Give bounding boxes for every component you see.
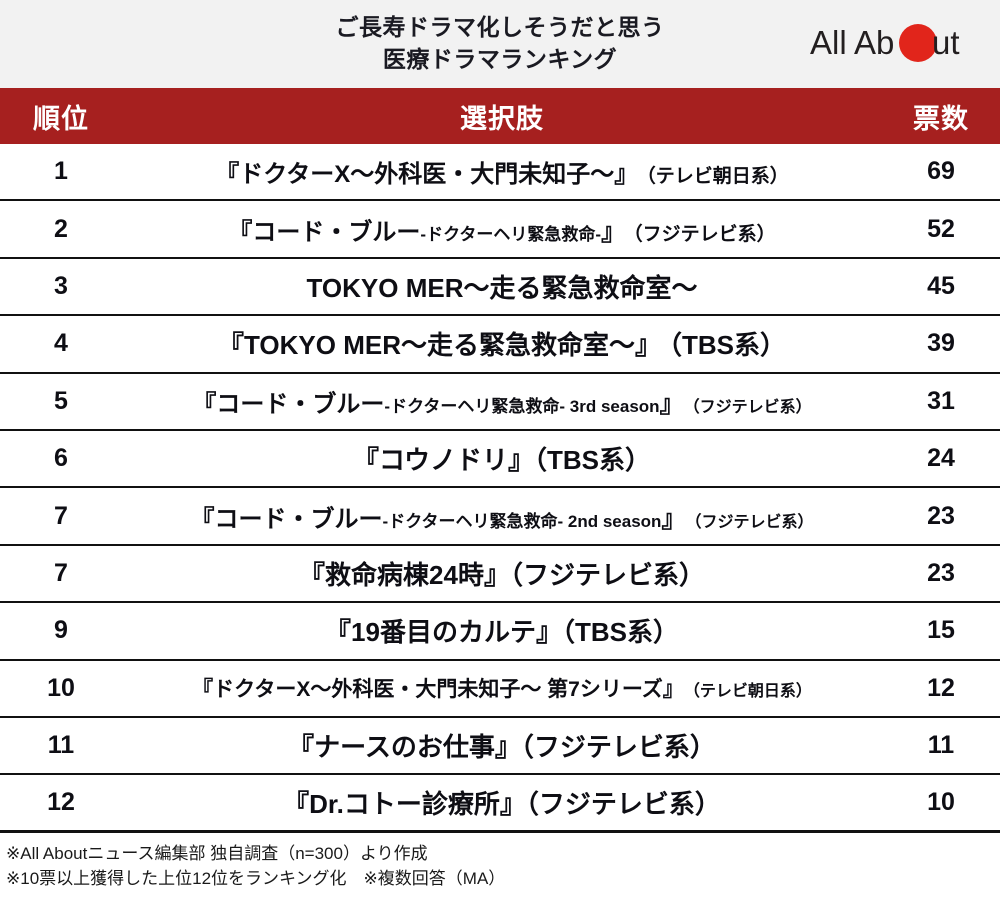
rank-cell: 7	[54, 501, 68, 530]
rank-cell: 11	[47, 731, 75, 760]
table-row: 2 『コード・ブルー-ドクターヘリ緊急救命-』 （フジテレビ系） 52	[0, 201, 1000, 259]
column-header-votes: 票数	[913, 103, 969, 134]
drama-subtitle: -ドクターヘリ緊急救命- 3rd season	[384, 396, 660, 416]
votes-cell: 11	[927, 731, 955, 760]
drama-title: 『ドクターX〜外科医・大門未知子〜 第7シリーズ』	[192, 678, 684, 702]
votes-cell: 52	[927, 214, 955, 243]
votes-cell: 23	[927, 558, 955, 587]
broadcast-network: （フジテレビ系）	[691, 398, 812, 416]
drama-title: 『コード・ブルー	[228, 218, 421, 246]
title-band: ご長寿ドラマ化しそうだと思う 医療ドラマランキング All Ab ut	[0, 0, 1000, 88]
column-header-choice: 選択肢	[460, 103, 544, 134]
choice-cell: 『コード・ブルー-ドクターヘリ緊急救命- 2nd season』 （フジテレビ系）	[122, 499, 882, 534]
choice-cell: 『ドクターX〜外科医・大門未知子〜 第7シリーズ』 （テレビ朝日系）	[122, 673, 882, 703]
votes-cell: 24	[927, 444, 955, 473]
drama-title: 『ドクターX〜外科医・大門未知子〜』	[215, 161, 639, 189]
table-row: 5 『コード・ブルー-ドクターヘリ緊急救命- 3rd season』 （フジテレビ系…	[0, 374, 1000, 431]
table-row: 4 『TOKYO MER〜走る緊急救命室〜』 （TBS系） 39	[0, 316, 1000, 374]
choice-cell: 『コード・ブルー-ドクターヘリ緊急救命-』 （フジテレビ系）	[122, 212, 882, 247]
all-about-logo-icon: All Ab ut	[810, 24, 960, 62]
drama-subtitle: -ドクターヘリ緊急救命- 2nd season	[382, 511, 662, 531]
drama-title: TOKYO MER〜走る緊急救命室〜	[306, 272, 698, 303]
votes-cell: 15	[927, 616, 955, 645]
choice-cell: 『救命病棟24時』（フジテレビ系）	[122, 555, 882, 592]
rank-cell: 1	[54, 157, 68, 186]
drama-title: 『救命病棟24時』（フジテレビ系）	[299, 559, 705, 590]
choice-cell: 『コウノドリ』（TBS系）	[122, 440, 882, 477]
rank-cell: 9	[54, 616, 68, 645]
choice-cell: 『コード・ブルー-ドクターヘリ緊急救命- 3rd season』 （フジテレビ系）	[122, 384, 882, 419]
page-title: ご長寿ドラマ化しそうだと思う 医療ドラマランキング	[335, 14, 665, 72]
drama-title: 『コウノドリ』（TBS系）	[353, 445, 651, 476]
table-row: 11 『ナースのお仕事』（フジテレビ系） 11	[0, 718, 1000, 776]
rank-cell: 2	[54, 214, 68, 243]
choice-cell: 『19番目のカルテ』（TBS系）	[122, 612, 882, 649]
svg-text:ut: ut	[932, 24, 960, 61]
table-row: 1 『ドクターX〜外科医・大門未知子〜』 （テレビ朝日系） 69	[0, 144, 1000, 202]
drama-subtitle: -ドクターヘリ緊急救命-	[420, 224, 602, 244]
choice-cell: 『TOKYO MER〜走る緊急救命室〜』 （TBS系）	[122, 325, 882, 362]
rank-cell: 5	[54, 386, 68, 415]
all-about-logo: All Ab ut	[810, 21, 986, 67]
votes-cell: 31	[927, 386, 955, 415]
broadcast-network: （フジテレビ系）	[693, 513, 814, 531]
broadcast-network: （フジテレビ系）	[633, 223, 776, 245]
column-header-rank: 順位	[33, 103, 89, 134]
choice-cell: 『ドクターX〜外科医・大門未知子〜』 （テレビ朝日系）	[122, 154, 882, 189]
drama-title: 『コード・ブルー	[192, 390, 385, 418]
votes-cell: 45	[927, 271, 955, 300]
table-row: 7 『救命病棟24時』（フジテレビ系） 23	[0, 546, 1000, 604]
rank-cell: 10	[47, 673, 75, 702]
table-row: 12 『Dr.コトー診療所』（フジテレビ系） 10	[0, 775, 1000, 833]
rank-cell: 12	[47, 787, 75, 816]
table-row: 9 『19番目のカルテ』（TBS系） 15	[0, 603, 1000, 661]
votes-cell: 12	[927, 673, 955, 702]
rank-cell: 6	[54, 444, 68, 473]
drama-title-tail: 』	[601, 218, 626, 246]
table-row: 6 『コウノドリ』（TBS系） 24	[0, 431, 1000, 489]
drama-title: 『Dr.コトー診療所』（フジテレビ系）	[283, 788, 721, 819]
svg-text:All Ab: All Ab	[810, 24, 894, 61]
table-body: 1 『ドクターX〜外科医・大門未知子〜』 （テレビ朝日系） 69 2 『コード・ブルー-ド…	[0, 144, 1000, 833]
votes-cell: 23	[927, 501, 955, 530]
choice-cell: 『ナースのお仕事』（フジテレビ系）	[122, 727, 882, 764]
table-row: 7 『コード・ブルー-ドクターヘリ緊急救命- 2nd season』 （フジテレビ系…	[0, 488, 1000, 546]
rank-cell: 3	[54, 271, 68, 300]
rank-cell: 7	[54, 558, 68, 587]
drama-title: 『19番目のカルテ』（TBS系）	[325, 617, 679, 648]
table-header-row: 順位 選択肢 票数	[0, 88, 1000, 144]
drama-title: 『TOKYO MER〜走る緊急救命室〜』	[218, 330, 661, 361]
votes-cell: 10	[927, 787, 955, 816]
drama-title: 『コード・ブルー	[190, 505, 383, 533]
rank-cell: 4	[54, 329, 68, 358]
drama-title: 『ナースのお仕事』（フジテレビ系）	[288, 732, 716, 763]
drama-title-tail: 』	[661, 505, 686, 533]
table-row: 3 TOKYO MER〜走る緊急救命室〜 45	[0, 259, 1000, 317]
broadcast-network: （テレビ朝日系）	[646, 166, 789, 188]
footer-note-source: ※All Aboutニュース編集部 独自調査（n=300）より作成	[6, 843, 428, 863]
choice-cell: TOKYO MER〜走る緊急救命室〜	[122, 268, 882, 305]
table-row: 10 『ドクターX〜外科医・大門未知子〜 第7シリーズ』 （テレビ朝日系） 12	[0, 661, 1000, 718]
footer-note-method: ※10票以上獲得した上位12位をランキング化 ※複数回答（MA）	[6, 869, 506, 889]
broadcast-network: （TBS系）	[668, 330, 786, 361]
drama-title-tail: 』	[659, 390, 684, 418]
broadcast-network: （テレビ朝日系）	[691, 683, 812, 701]
choice-cell: 『Dr.コトー診療所』（フジテレビ系）	[122, 784, 882, 821]
votes-cell: 69	[927, 157, 955, 186]
footer-notes: ※All Aboutニュース編集部 独自調査（n=300）より作成 ※10票以上…	[0, 833, 1000, 892]
votes-cell: 39	[927, 329, 955, 358]
